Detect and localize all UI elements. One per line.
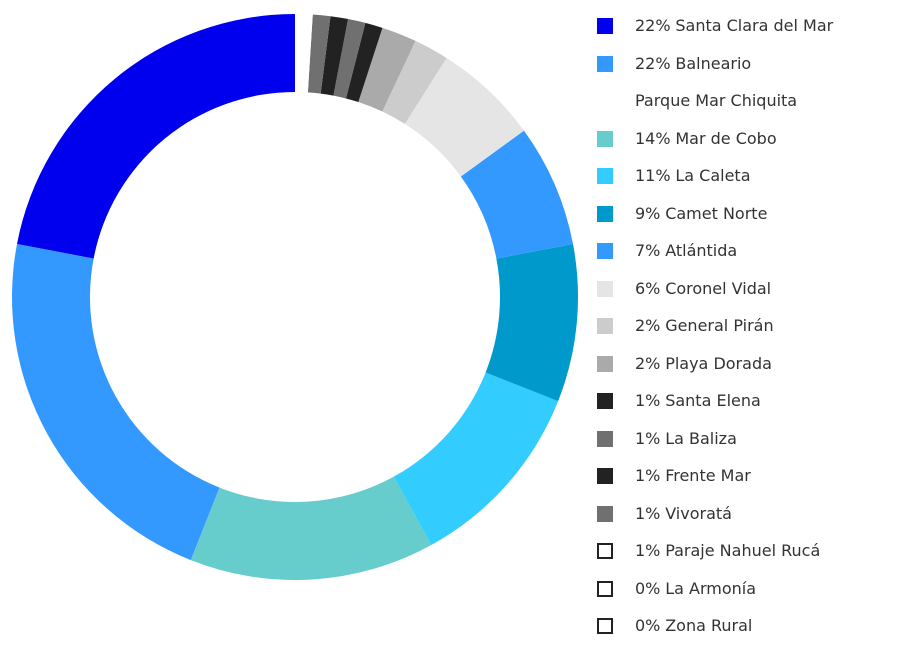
legend-value: 1% — [635, 391, 661, 410]
legend-item: 22% Santa Clara del Mar — [597, 7, 897, 45]
legend-value: 9% — [635, 203, 661, 223]
legend-label: Balneario Parque Mar Chiquita — [635, 53, 798, 111]
legend-item: 2% General Pirán — [597, 307, 897, 345]
legend-text: 6% Coronel Vidal — [635, 270, 771, 308]
legend-text: 1% Santa Elena — [635, 382, 761, 420]
legend-value: 6% — [635, 278, 661, 298]
donut-segment — [404, 58, 524, 177]
legend-text: 1% La Baliza — [635, 420, 737, 458]
legend-text: 22% Balneario Parque Mar Chiquita — [635, 45, 797, 120]
legend-value: 0% — [635, 578, 661, 598]
donut-segment — [11, 243, 220, 561]
legend-value: 14% — [635, 128, 671, 148]
legend-value: 1% — [635, 503, 661, 523]
legend-text: 0% Zona Rural — [635, 607, 752, 645]
legend-item: 1% La Baliza — [597, 420, 897, 458]
legend-swatch — [597, 55, 613, 72]
legend-label: Frente Mar — [665, 466, 751, 485]
legend-text: 22% Santa Clara del Mar — [635, 7, 833, 45]
legend-swatch — [597, 18, 613, 34]
legend-label: Atlántida — [665, 241, 738, 260]
legend-item: 14% Mar de Cobo — [597, 120, 897, 158]
legend-item: 6% Coronel Vidal — [597, 270, 897, 308]
legend-value: 22% — [635, 53, 671, 73]
legend-swatch — [597, 205, 613, 222]
legend-text: 14% Mar de Cobo — [635, 120, 777, 158]
legend-label: Santa Clara del Mar — [675, 16, 834, 35]
donut-segment — [320, 16, 349, 96]
legend-value: 11% — [635, 166, 671, 185]
legend-text: 0% La Armonía — [635, 570, 756, 608]
legend-text: 1% Vivoratá — [635, 495, 732, 533]
legend-item: 1% Paraje Nahuel Rucá — [597, 532, 897, 570]
legend-swatch — [597, 430, 613, 447]
legend-value: 1% — [635, 428, 661, 448]
legend-item: 7% Atlántida — [597, 232, 897, 270]
legend-item: 9% Camet Norte — [597, 195, 897, 233]
legend-value: 1% — [635, 466, 661, 485]
legend-swatch — [597, 168, 613, 184]
legend-label: Camet Norte — [665, 203, 768, 223]
legend-value: 2% — [635, 353, 661, 373]
legend-item: 1% Santa Elena — [597, 382, 897, 420]
legend-swatch — [597, 393, 613, 409]
legend-text: 1% Frente Mar — [635, 457, 751, 495]
legend-label: Mar de Cobo — [675, 128, 777, 148]
legend-value: 1% — [635, 541, 661, 560]
legend-label: La Armonía — [665, 578, 756, 598]
legend-swatch — [597, 618, 613, 634]
legend-swatch — [597, 580, 613, 597]
legend-label: Santa Elena — [665, 391, 761, 410]
donut-segment — [382, 40, 447, 124]
legend-swatch — [597, 130, 613, 147]
donut-segment — [307, 14, 331, 94]
legend-text: 1% Paraje Nahuel Rucá — [635, 532, 820, 570]
legend-value: 0% — [635, 616, 661, 635]
legend-swatch — [597, 543, 613, 559]
legend-item: 0% La Armonía — [597, 570, 897, 608]
donut-segment — [358, 27, 416, 112]
donut-segment — [295, 14, 313, 93]
legend-label: General Pirán — [665, 316, 774, 335]
legend-item: 2% Playa Dorada — [597, 345, 897, 383]
legend-label: Coronel Vidal — [665, 278, 772, 298]
legend-item: 22% Balneario Parque Mar Chiquita — [597, 45, 897, 120]
donut-segment — [393, 372, 559, 545]
legend-swatch — [597, 505, 613, 522]
legend-text: 9% Camet Norte — [635, 195, 767, 233]
legend-swatch — [597, 243, 613, 259]
legend-text: 2% Playa Dorada — [635, 345, 772, 383]
legend-swatch — [597, 280, 613, 297]
legend-label: Paraje Nahuel Rucá — [665, 541, 821, 560]
legend-value: 22% — [635, 16, 671, 35]
donut-segment — [190, 476, 432, 581]
legend-swatch — [597, 468, 613, 484]
legend-label: Zona Rural — [665, 616, 753, 635]
legend-text: 2% General Pirán — [635, 307, 774, 345]
legend-value: 2% — [635, 316, 661, 335]
legend-label: La Caleta — [675, 166, 751, 185]
legend-text: 11% La Caleta — [635, 157, 751, 195]
donut-segment — [345, 22, 383, 103]
donut-segment — [460, 130, 573, 259]
legend-label: Vivoratá — [665, 503, 732, 523]
donut-segment — [17, 14, 296, 259]
legend-item: 0% Zona Rural — [597, 607, 897, 645]
legend-value: 7% — [635, 241, 661, 260]
legend-item: 11% La Caleta — [597, 157, 897, 195]
donut-chart — [11, 14, 578, 581]
donut-segment — [485, 243, 578, 402]
legend-item: 1% Frente Mar — [597, 457, 897, 495]
legend: 22% Santa Clara del Mar 22% Balneario Parqu… — [597, 7, 897, 645]
legend-item: 1% Vivoratá — [597, 495, 897, 533]
legend-label: Playa Dorada — [665, 353, 772, 373]
donut-segment — [333, 19, 366, 99]
legend-label: La Baliza — [665, 428, 737, 448]
legend-text: 7% Atlántida — [635, 232, 737, 270]
legend-swatch — [597, 355, 613, 372]
legend-swatch — [597, 318, 613, 334]
